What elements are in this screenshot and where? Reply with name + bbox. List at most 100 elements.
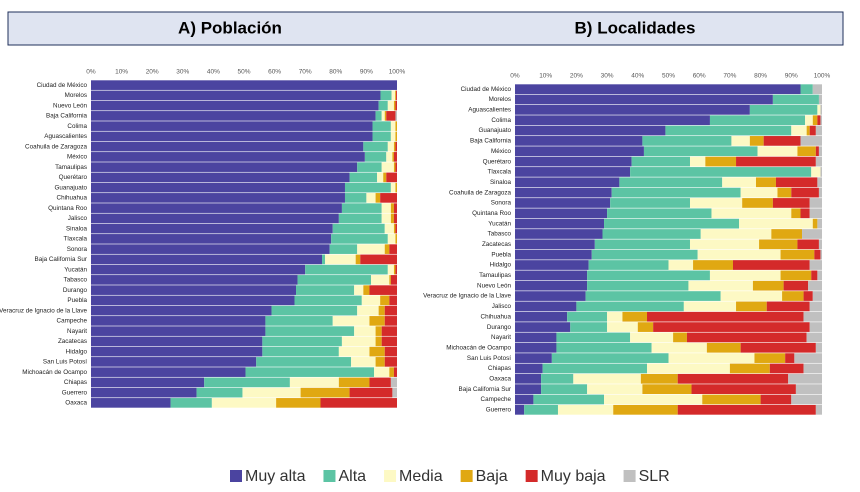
bar-segment: [803, 291, 813, 301]
bar-segment: [570, 322, 608, 332]
y-tick-label: Zacatecas: [482, 241, 511, 248]
bar-segment: [567, 311, 608, 322]
bar-segment: [384, 357, 397, 367]
y-tick-label: Chiapas: [488, 365, 511, 372]
bar-segment: [731, 136, 750, 146]
bar-segment: [296, 285, 355, 295]
bar-segment: [587, 384, 643, 395]
bar-segment: [643, 146, 758, 157]
bar-segment: [375, 336, 382, 347]
bar-segment: [204, 377, 290, 388]
bar-segment: [91, 264, 306, 275]
bar-segment: [651, 342, 707, 353]
x-tick-label: 0%: [86, 69, 96, 76]
y-tick-label: San Luis Potosí: [43, 359, 87, 366]
bar-segment: [384, 316, 397, 326]
bar-segment: [366, 193, 376, 203]
bar-segment: [395, 90, 397, 101]
bar-segment: [515, 94, 773, 105]
bar-segment: [392, 387, 397, 398]
bar-segment: [802, 229, 822, 239]
bar-segment: [381, 203, 391, 213]
bar-segment: [393, 203, 397, 213]
bar-segment: [364, 152, 387, 162]
bar-segment: [668, 260, 694, 270]
bar-segment: [91, 316, 266, 326]
bar-segment: [515, 104, 750, 115]
bar-segment: [697, 249, 781, 260]
bar-segment: [395, 182, 397, 193]
bar-segment: [344, 193, 367, 203]
y-tick-label: Jalisco: [492, 303, 512, 310]
bar-segment: [780, 270, 812, 281]
legend-label: Baja: [476, 468, 508, 485]
y-tick-label: Colima: [67, 123, 87, 130]
bar-segment: [375, 326, 382, 336]
bar-segment: [91, 172, 350, 183]
bar-segment: [374, 367, 390, 377]
bar-segment: [294, 295, 362, 306]
bar-segment: [795, 384, 822, 395]
bar-segment: [381, 213, 391, 224]
bar-segment: [515, 280, 588, 291]
bar-segment: [387, 264, 394, 275]
bar-segment: [515, 332, 557, 343]
y-tick-label: Guanajuato: [54, 184, 87, 191]
bar-segment: [818, 187, 822, 198]
bar-segment: [515, 249, 592, 260]
bar-segment: [588, 260, 669, 270]
bar-segment: [515, 322, 571, 332]
bar-segment: [818, 146, 822, 157]
bar-segment: [817, 218, 822, 229]
bar-segment: [803, 363, 822, 374]
bar-segment: [818, 94, 822, 105]
bar-segment: [369, 285, 397, 295]
bar-segment: [587, 270, 710, 281]
y-tick-label: Sinaloa: [490, 179, 512, 186]
bar-segment: [393, 141, 396, 152]
bar-segment: [782, 291, 804, 301]
bar-segment: [393, 152, 397, 162]
bar-segment: [91, 203, 342, 213]
y-tick-label: Nayarit: [491, 334, 511, 341]
y-tick-label: Aguascalientes: [468, 107, 511, 114]
y-tick-label: Baja California: [470, 138, 511, 145]
bar-segment: [689, 198, 743, 208]
bar-segment: [818, 239, 822, 250]
bar-segment: [91, 295, 295, 306]
bar-segment: [300, 387, 350, 398]
bar-segment: [91, 357, 257, 367]
legend-label: Muy alta: [245, 468, 306, 485]
y-tick-label: Nuevo León: [477, 282, 511, 289]
bar-segment: [357, 244, 385, 254]
y-tick-label: Chihuahua: [57, 195, 88, 202]
bar-segment: [396, 90, 397, 101]
bar-segment: [689, 156, 706, 167]
bar-segment: [390, 182, 396, 193]
y-tick-label: Chiapas: [64, 379, 87, 386]
bar-segment: [91, 387, 197, 398]
y-tick-label: Veracruz de Ignacio de la Llave: [423, 293, 511, 300]
bar-segment: [591, 249, 698, 260]
y-tick-label: Yucatán: [64, 266, 87, 273]
bar-segment: [541, 373, 574, 384]
bar-segment: [515, 187, 612, 198]
bar-segment: [740, 187, 778, 198]
bar-segment: [820, 104, 822, 115]
y-tick-label: Tlaxcala: [488, 169, 512, 176]
bar-segment: [354, 285, 364, 295]
bar-segment: [515, 260, 589, 270]
bar-segment: [91, 193, 345, 203]
bar-segment: [196, 387, 243, 398]
y-tick-label: Ciudad de México: [37, 82, 88, 89]
x-tick-label: 70%: [723, 73, 736, 80]
bar-segment: [702, 394, 761, 405]
bar-segment: [211, 398, 277, 408]
bar-segment: [390, 203, 394, 213]
y-tick-label: Michoacán de Ocampo: [446, 344, 511, 351]
bar-segment: [355, 254, 361, 265]
bar-segment: [556, 342, 652, 353]
y-tick-label: Durango: [63, 287, 88, 294]
bar-segment: [797, 146, 816, 157]
